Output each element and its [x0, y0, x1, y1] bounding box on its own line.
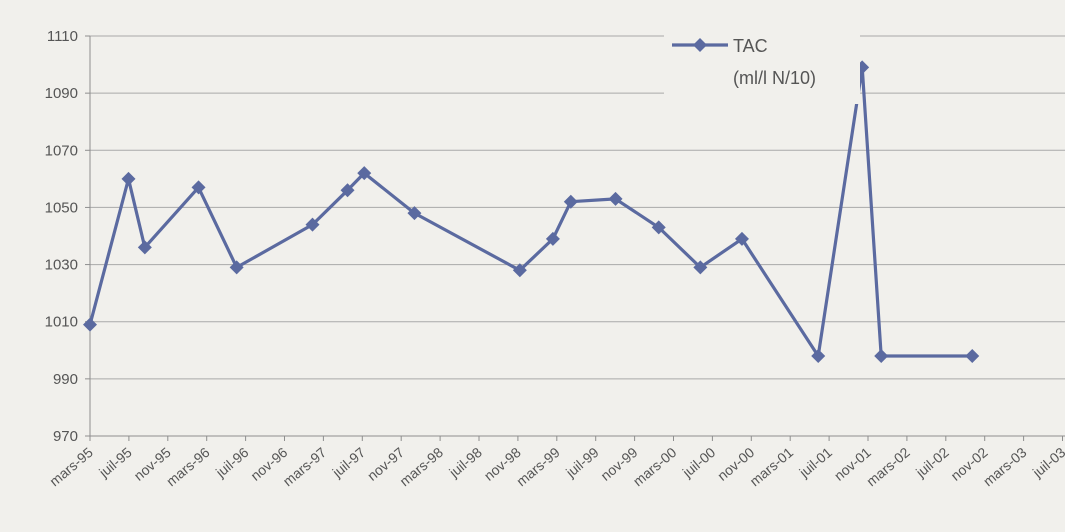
data-point-18: [874, 349, 889, 363]
legend-label-unit: (ml/l N/10): [733, 68, 816, 88]
data-point-2: [137, 240, 152, 255]
data-point-5: [305, 217, 320, 232]
legend: TAC (ml/l N/10): [664, 24, 860, 104]
data-point-19: [965, 349, 980, 363]
x-tick-label-mars-98: mars-98: [396, 444, 446, 489]
legend-background: [664, 24, 860, 104]
data-point-4: [229, 260, 244, 275]
data-point-14: [693, 260, 708, 275]
legend-label: TAC: [733, 36, 768, 56]
y-axis: 970 990 1010 1030 1050 1070 1090 1110: [45, 28, 91, 445]
x-tick-label-juil-98: juil-98: [445, 444, 485, 481]
legend-swatch-marker: [693, 38, 707, 52]
data-point-15: [734, 231, 749, 246]
x-tick-label-mars-03: mars-03: [980, 444, 1030, 489]
x-tick-label-juil-99: juil-99: [562, 444, 602, 481]
x-tick-label-mars-02: mars-02: [863, 444, 913, 489]
x-tick-label-juil-95: juil-95: [95, 444, 135, 481]
x-tick-label-mars-99: mars-99: [513, 444, 563, 489]
data-point-6: [340, 183, 355, 198]
x-tick-label-juil-96: juil-96: [212, 444, 252, 481]
data-point-10: [545, 231, 560, 246]
x-tick-label-juil-00: juil-00: [679, 444, 719, 481]
x-tick-label-mars-95: mars-95: [46, 444, 96, 489]
x-tick-label-mars-97: mars-97: [280, 444, 330, 489]
series-tac: [83, 60, 980, 363]
x-tick-label-juil-01: juil-01: [795, 444, 835, 481]
data-point-1: [121, 171, 136, 186]
data-point-13: [651, 220, 666, 235]
data-point-0: [83, 317, 97, 332]
x-tick-label-juil-03: juil-03: [1029, 444, 1065, 481]
x-tick-label-mars-01: mars-01: [747, 444, 797, 489]
data-point-16: [811, 349, 826, 363]
series-line-tac: [88, 65, 973, 358]
y-tick-label-1050: 1050: [45, 199, 78, 216]
x-tick-label-juil-97: juil-97: [329, 444, 369, 481]
y-tick-label-990: 990: [53, 371, 78, 388]
data-point-3: [191, 180, 206, 195]
x-tick-label-mars-96: mars-96: [163, 444, 213, 489]
x-tick-label-mars-00: mars-00: [630, 444, 680, 489]
data-point-8: [407, 206, 422, 221]
y-tick-label-970: 970: [53, 428, 78, 445]
y-tick-label-1090: 1090: [45, 85, 78, 102]
y-tick-label-1110: 1110: [47, 28, 78, 45]
data-point-12: [608, 191, 623, 206]
y-tick-label-1030: 1030: [45, 257, 78, 274]
data-point-11: [563, 194, 578, 209]
data-point-7: [357, 166, 372, 181]
y-tick-label-1010: 1010: [45, 314, 78, 331]
gridlines: [90, 35, 1065, 380]
x-tick-label-juil-02: juil-02: [912, 444, 952, 481]
data-point-9: [512, 263, 527, 278]
y-tick-label-1070: 1070: [45, 142, 78, 159]
